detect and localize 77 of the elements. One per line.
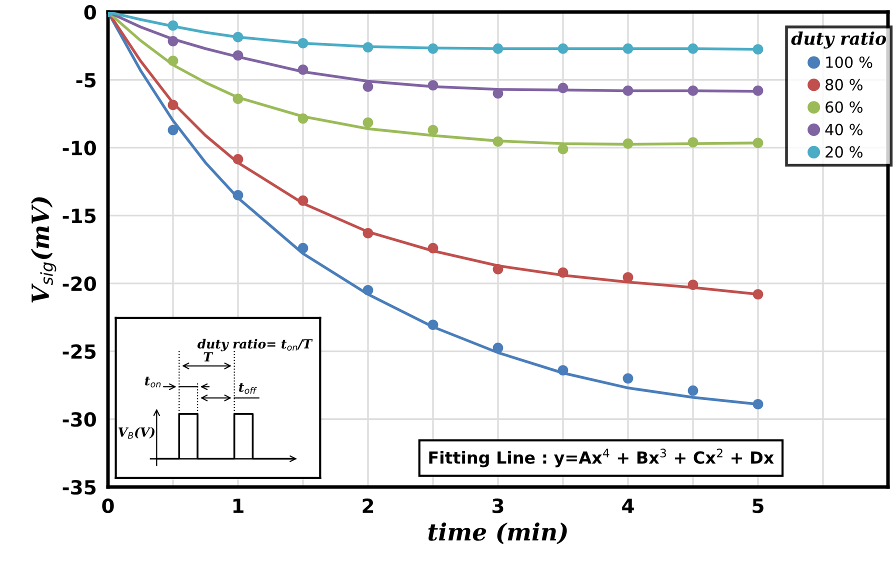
point [168,100,178,110]
point [362,228,374,238]
point [492,342,504,354]
point [558,365,568,376]
point [752,86,764,96]
x-tick-label: 3 [492,498,504,514]
point [752,138,764,148]
point [168,56,178,66]
point [492,136,504,147]
point [298,195,308,206]
point [752,44,764,55]
point [622,43,634,54]
point [558,82,568,94]
legend-label: 40 % [825,124,862,136]
x-tick-label: 4 [622,498,634,513]
annotation: V$_{B}$(V) [118,427,154,439]
point [298,38,308,48]
point [232,190,244,200]
annotation: duty ratio= t$_{on}$/T [197,338,313,352]
point [232,154,244,164]
point [232,94,244,104]
y-tick-label: -30 [62,412,96,427]
annotation: t$_{off}$ [239,383,257,394]
point [232,32,244,42]
point [428,124,438,136]
point [428,242,438,254]
point [232,50,244,61]
point [362,42,374,52]
annotation: t$_{on}$ [145,376,161,388]
point [298,242,308,254]
point [688,385,698,396]
point [492,88,504,99]
point [362,285,374,296]
point [168,124,178,136]
point [752,289,764,300]
point [752,399,764,410]
legend-title: duty ratio [791,32,886,49]
y-tick-label: -10 [62,140,96,156]
point [688,280,698,290]
point [428,43,438,54]
point [622,373,634,384]
point [558,144,568,154]
legend-label: 20 % [826,146,862,158]
legend-label: 60 % [826,101,862,113]
point [688,43,698,54]
point [688,137,698,148]
point [492,43,504,54]
point [622,138,634,149]
y-tick-label: -5 [76,73,96,88]
y-tick-label: -15 [62,208,96,224]
point [428,80,438,90]
point [168,20,178,31]
y-tick-label: -35 [62,480,96,495]
x-tick-label: 2 [362,498,374,513]
point [168,36,178,46]
point [428,320,438,330]
point [362,117,374,128]
x-tick-label: 5 [752,498,764,514]
annotation: Fitting Line : y=Ax$^{4}$ + Bx$^{3}$ + Cx$^{2}$ + Dx [429,448,774,468]
point [298,113,308,124]
y-tick-label: 0 [84,4,96,20]
point [558,43,568,54]
x-axis-title: time (min) [428,522,567,544]
point [622,86,634,96]
point [362,81,374,92]
point [688,86,698,96]
y-tick-label: -25 [62,344,96,359]
point [558,267,568,278]
x-tick-label: 0 [102,498,114,514]
y-axis-title: V$_{sig}$(mV) [30,197,56,303]
point [298,64,308,75]
legend-label: 100 % [826,56,872,68]
x-tick-label: 1 [233,498,244,513]
annotation: T [204,352,214,362]
legend-label: 80 % [826,78,862,90]
y-tick-label: -20 [62,276,96,292]
point [492,264,504,274]
